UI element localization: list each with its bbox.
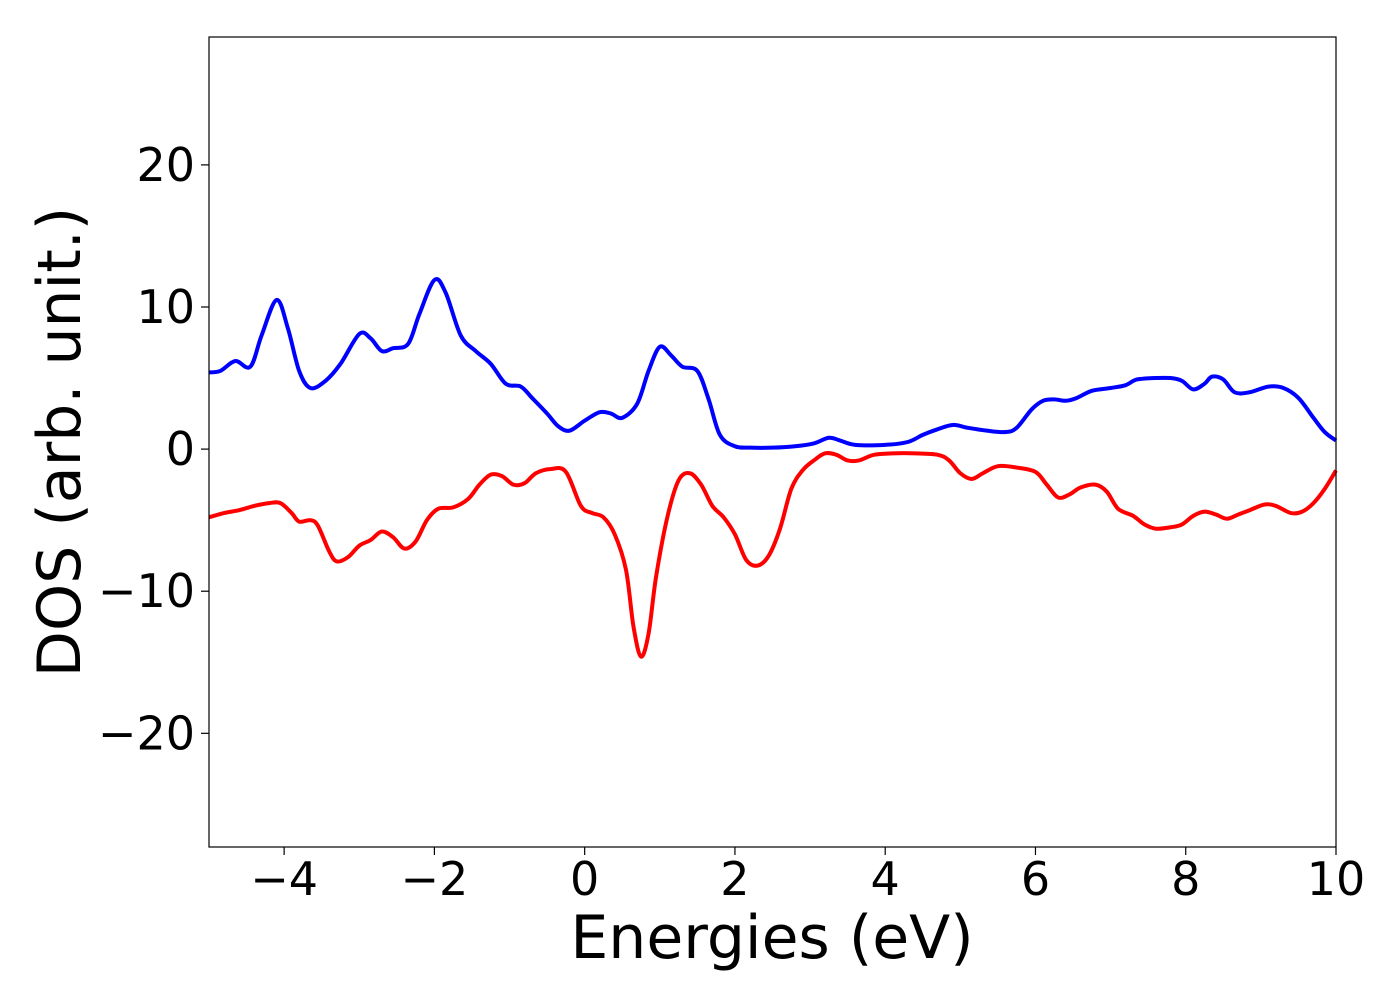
x-tick-label: 8 (1171, 852, 1200, 906)
y-axis: −20 −10 0 10 20 (98, 138, 209, 760)
x-tick-label: 4 (871, 852, 900, 906)
y-tick-label: 10 (136, 280, 195, 334)
series-line-2 (208, 451, 1338, 659)
x-tick-label: 0 (570, 852, 599, 906)
x-tick-label: 2 (720, 852, 749, 906)
y-tick-label: −10 (98, 564, 195, 618)
plot-background (209, 37, 1336, 847)
x-tick-label: 10 (1307, 852, 1366, 906)
x-tick-label: −2 (400, 852, 468, 906)
y-tick-label: −20 (98, 706, 195, 760)
series-layer (208, 277, 1338, 659)
y-axis-label: DOS (arb. unit.) (25, 207, 95, 677)
x-tick-label: −4 (250, 852, 318, 906)
y-tick-label: 20 (136, 138, 195, 192)
x-axis: −4 −2 0 2 4 6 8 10 (250, 847, 1365, 906)
series-line-1 (208, 277, 1338, 450)
x-tick-label: 6 (1021, 852, 1050, 906)
x-axis-label: Energies (eV) (570, 903, 973, 973)
plot-frame (208, 36, 1337, 848)
y-tick-label: 0 (166, 422, 195, 476)
